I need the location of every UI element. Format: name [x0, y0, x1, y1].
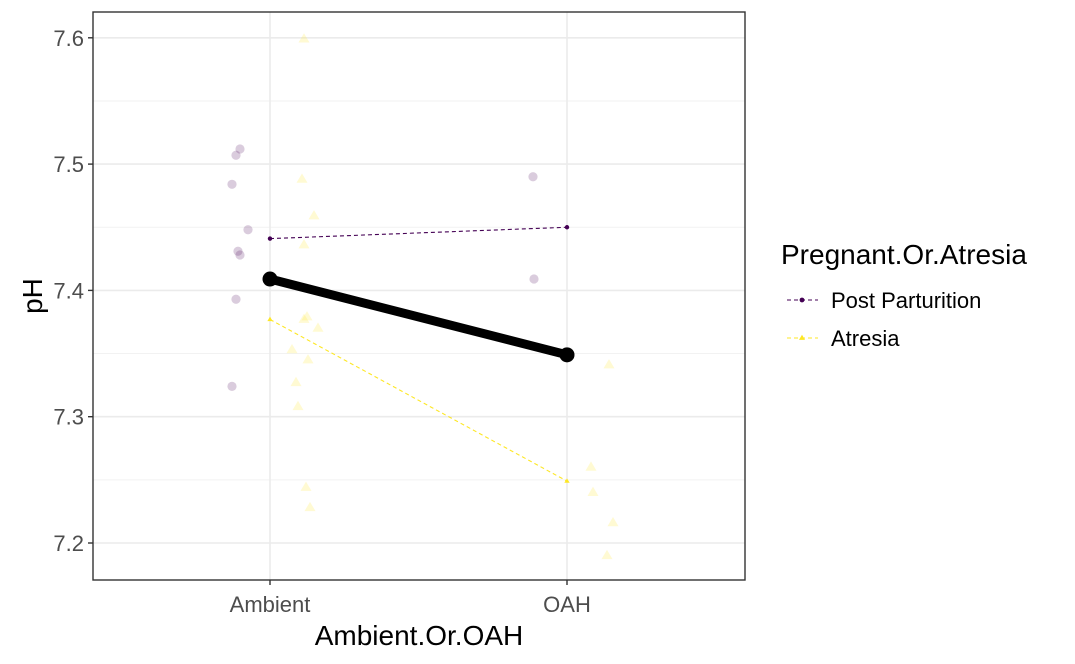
data-point: [227, 381, 237, 391]
data-point: [529, 274, 539, 284]
mean-lines: [267, 225, 570, 483]
data-point: [235, 250, 245, 260]
data-point: [304, 501, 316, 512]
series-mean-line: [269, 318, 568, 482]
data-point: [235, 144, 245, 154]
data-point: [603, 359, 615, 369]
grid-major: [93, 12, 745, 580]
data-point: [298, 33, 310, 43]
legend-key-marker: [799, 297, 805, 303]
series-mean-point: [564, 225, 570, 230]
y-tick-label: 7.2: [53, 531, 84, 556]
data-point: [601, 549, 613, 560]
y-axis-ticks: 7.2 7.3 7.4 7.5 7.6: [53, 26, 93, 556]
y-tick-label: 7.3: [53, 405, 84, 430]
series-mean-point: [267, 236, 273, 241]
data-point: [308, 210, 320, 220]
series-mean-point: [267, 316, 273, 322]
y-tick-label: 7.5: [53, 152, 84, 177]
data-point: [231, 150, 241, 160]
legend: Pregnant.Or.Atresia Post Parturition Atre…: [781, 239, 1027, 351]
data-point: [286, 343, 298, 354]
overall-mean-point: [559, 347, 575, 363]
data-point: [227, 179, 237, 189]
data-point: [302, 354, 314, 364]
legend-keys: Post Parturition Atresia: [787, 288, 981, 351]
legend-entry-label: Post Parturition: [831, 288, 981, 313]
legend-title: Pregnant.Or.Atresia: [781, 239, 1027, 270]
overall-mean-point: [262, 271, 278, 287]
x-tick-label: OAH: [543, 592, 591, 617]
data-point: [290, 376, 302, 387]
data-point: [607, 516, 619, 527]
data-point: [298, 239, 310, 249]
panel-border: [92, 11, 746, 581]
legend-key-marker: [798, 334, 806, 340]
data-point: [587, 486, 599, 496]
data-point: [301, 311, 313, 321]
data-point: [300, 481, 312, 491]
data-point: [243, 225, 253, 235]
data-point: [296, 173, 308, 183]
data-point: [585, 461, 597, 471]
series-mean-line: [269, 226, 568, 240]
data-point: [298, 313, 310, 323]
overall-mean-segment: [265, 274, 572, 360]
x-axis-ticks: Ambient OAH: [230, 580, 591, 617]
series-mean-point: [564, 478, 570, 483]
y-tick-label: 7.6: [53, 26, 84, 51]
data-point: [528, 172, 538, 182]
data-point: [312, 322, 324, 332]
grid-minor: [93, 100, 745, 481]
data-point: [292, 400, 304, 411]
raw-points: [227, 33, 619, 560]
data-point: [233, 246, 243, 256]
y-tick-label: 7.4: [53, 278, 84, 303]
overall-mean-line: [262, 271, 575, 363]
x-axis-title: Ambient.Or.OAH: [315, 620, 524, 651]
data-point: [231, 294, 241, 304]
x-tick-label: Ambient: [230, 592, 311, 617]
y-axis-title: pH: [17, 278, 48, 314]
legend-entry-label: Atresia: [831, 326, 900, 351]
